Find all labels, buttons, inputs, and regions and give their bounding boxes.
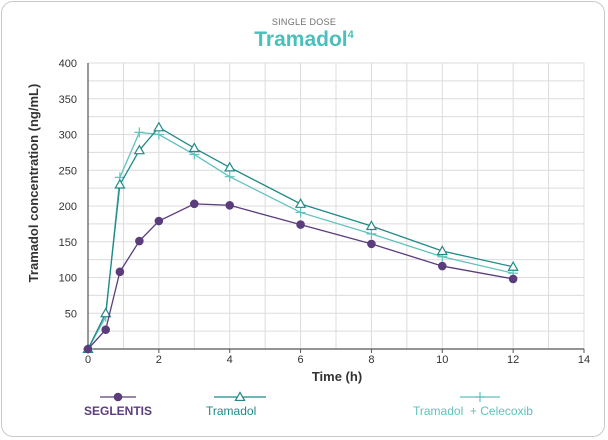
data-point-circle (189, 199, 199, 209)
data-point-circle (437, 261, 447, 271)
legend-label-tramadol-celecoxib: Tramadol + Celecoxib (413, 404, 533, 418)
data-point-triangle (365, 220, 378, 231)
legend (100, 391, 500, 402)
y-axis-label: Tramadol concentration (ng/mL) (26, 84, 41, 283)
grid-lines (88, 62, 585, 349)
data-point-circle (508, 274, 518, 284)
data-point-circle (101, 325, 111, 334)
data-point-triangle (234, 391, 246, 402)
data-point-circle (115, 267, 125, 277)
data-point-circle (135, 236, 144, 246)
data-point-plus (224, 171, 235, 182)
x-tick-label: 0 (85, 354, 91, 366)
y-tick-label: 350 (59, 94, 77, 106)
data-point-triangle (114, 178, 126, 189)
chart-title-text: Tramadol (254, 28, 348, 51)
x-tick-label: 2 (156, 354, 162, 366)
tick-labels: 0 2 4 6 8 10 12 14 50 100 150 200 250 300 350 400 (59, 58, 590, 366)
y-tick-label: 200 (59, 201, 77, 213)
chart-title-reference: 4 (347, 29, 354, 41)
data-point-triangle (224, 161, 236, 172)
data-point-circle (113, 392, 123, 402)
data-point-triangle (153, 121, 165, 132)
data-point-circle (83, 344, 93, 354)
x-tick-label: 8 (368, 354, 374, 366)
data-point-plus (134, 127, 145, 138)
x-axis-label: Time (h) (312, 369, 362, 384)
data-point-triangle (188, 142, 200, 153)
legend-label-tramadol: Tramadol (206, 404, 257, 418)
chart-supertitle: SINGLE DOSE (271, 17, 337, 27)
legend-label-seglentis: SEGLENTIS (84, 404, 153, 418)
data-point-triangle (436, 245, 448, 256)
x-tick-label: 12 (507, 354, 519, 366)
x-tick-label: 14 (578, 354, 590, 366)
chart-title: Tramadol4 (0, 28, 608, 52)
data-point-triangle (100, 307, 112, 318)
y-tick-label: 150 (59, 237, 77, 249)
data-point-triangle (133, 144, 146, 155)
x-tick-label: 4 (227, 354, 233, 366)
data-point-circle (225, 200, 235, 210)
data-point-circle (296, 220, 305, 229)
data-point-plus (295, 207, 306, 218)
data-point-plus (475, 392, 485, 402)
y-tick-label: 300 (59, 130, 77, 142)
y-tick-label: 50 (65, 308, 77, 320)
y-tick-label: 100 (59, 273, 77, 285)
data-point-circle (154, 216, 164, 226)
x-tick-label: 6 (298, 354, 304, 366)
data-point-triangle (507, 260, 519, 271)
data-point-triangle (294, 198, 307, 208)
x-tick-label: 10 (436, 354, 448, 366)
data-point-plus (366, 228, 377, 239)
data-point-circle (367, 239, 376, 249)
y-tick-label: 400 (59, 58, 77, 70)
y-tick-label: 250 (59, 165, 77, 177)
series (82, 121, 519, 354)
